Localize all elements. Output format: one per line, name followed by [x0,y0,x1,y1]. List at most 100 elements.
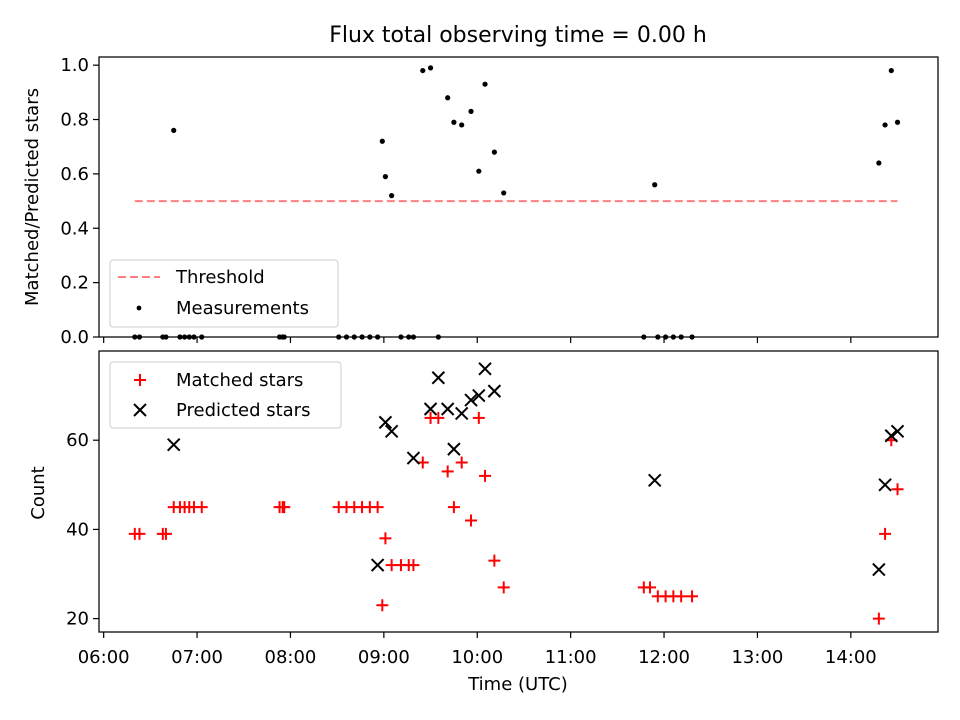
predicted-star-point [378,415,393,430]
top-y-tick-label: 0.6 [60,164,89,185]
bottom-legend-box [109,361,342,429]
matched-star-point [686,590,699,603]
matched-star-point [472,411,485,424]
predicted-star-point [423,402,438,416]
predicted-star-point [167,437,181,452]
measurement-point [420,67,426,74]
predicted-star-point [872,562,886,577]
measurement-point [389,193,395,199]
top-y-tick-label: 0.4 [60,218,89,239]
measurement-point [382,174,389,180]
measurement-point [670,334,676,340]
bottom-y-tick-label: 40 [66,519,89,540]
bottom-y-tick-label: 20 [66,609,89,630]
predicted-star-point [884,429,899,443]
top-plot-area [132,65,901,340]
predicted-star-point [440,402,455,416]
matched-star-point [872,612,885,625]
matched-star-point [195,501,208,514]
x-axis-label: Time (UTC) [467,674,568,695]
matched-star-point [497,581,510,594]
matched-star-point [465,514,478,527]
bottom-y-axis: 20 40 60 [66,430,99,630]
predicted-legend-label: Predicted stars [176,400,310,421]
predicted-star-point [487,384,502,398]
matched-star-point [407,559,420,572]
matched-star-point [675,590,688,603]
figure-title: Flux total observing time = 0.00 h [329,23,707,48]
measurement-point [336,334,342,340]
measurement-point [427,65,434,71]
measurement-point [491,149,497,155]
predicted-star-point [447,442,461,456]
matched-star-point [447,501,460,514]
matched-star-point [432,411,445,424]
measurement-point [459,122,465,128]
threshold-legend-label: Threshold [175,267,265,288]
matched-star-point [455,456,468,469]
measurement-point [678,334,684,340]
top-panel-frame [98,56,939,338]
x-tick-label: 09:00 [358,647,410,668]
top-y-tick-label: 0.2 [60,273,89,294]
measurement-point [482,81,488,87]
measurement-point [132,334,138,340]
matched-star-point [891,483,904,496]
matched-star-point [371,501,384,514]
measurement-point [379,138,385,144]
matched-star-point [376,599,389,612]
measurement-point [641,334,647,340]
predicted-legend-swatch [133,403,147,417]
predicted-star-point [890,424,905,438]
matched-star-point [441,465,454,478]
measurement-point [468,108,474,114]
top-x-axis [103,337,852,343]
measurement-point [343,334,350,340]
top-legend: Threshold Measurements [109,259,339,328]
matched-star-point [278,501,291,514]
bottom-plot-area [128,362,905,625]
matched-star-point [133,527,146,540]
measurement-point [191,334,197,340]
matched-star-point [879,527,892,540]
x-tick-label: 12:00 [638,647,690,668]
top-y-tick-label: 1.0 [60,55,89,76]
measurement-point [186,334,192,340]
bottom-y-axis-label: Count [28,466,49,519]
measurement-point [171,127,177,133]
predicted-star-point [384,424,399,438]
top-y-tick-label: 0.0 [60,327,89,348]
measurement-point [163,334,169,340]
top-panel: 0.0 0.2 0.4 0.6 0.8 1.0 Matched/Predicted sta… [22,55,939,348]
measurement-point [894,119,901,125]
measurement-point [182,334,188,340]
x-tick-label: 13:00 [731,647,783,668]
matched-star-point [488,554,501,567]
top-y-axis-label: Matched/Predicted stars [22,88,43,306]
top-y-tick-label: 0.8 [60,110,89,131]
predicted-star-point [464,393,478,407]
measurement-point [662,334,669,340]
matched-legend-swatch [134,374,146,386]
x-tick-label: 14:00 [825,647,877,668]
top-y-axis: 0.0 0.2 0.4 0.6 0.8 1.0 [60,55,99,348]
bottom-panel-frame [98,350,939,633]
predicted-star-point [431,371,446,385]
predicted-star-point [647,473,662,488]
measurement-point [652,182,658,188]
predicted-star-point [454,406,469,421]
measurement-point [398,334,404,340]
measurement-point [435,334,441,340]
measurement-point [689,334,695,340]
measurement-point [655,334,661,340]
measurement-point [177,334,183,340]
measurement-point [882,122,888,128]
predicted-star-point [406,451,421,465]
top-legend-box [109,259,339,328]
measurement-point [476,168,482,174]
x-tick-label: 10:00 [451,647,503,668]
measurement-point [451,119,457,125]
matched-star-point [159,527,172,540]
measurement-point [199,334,205,340]
